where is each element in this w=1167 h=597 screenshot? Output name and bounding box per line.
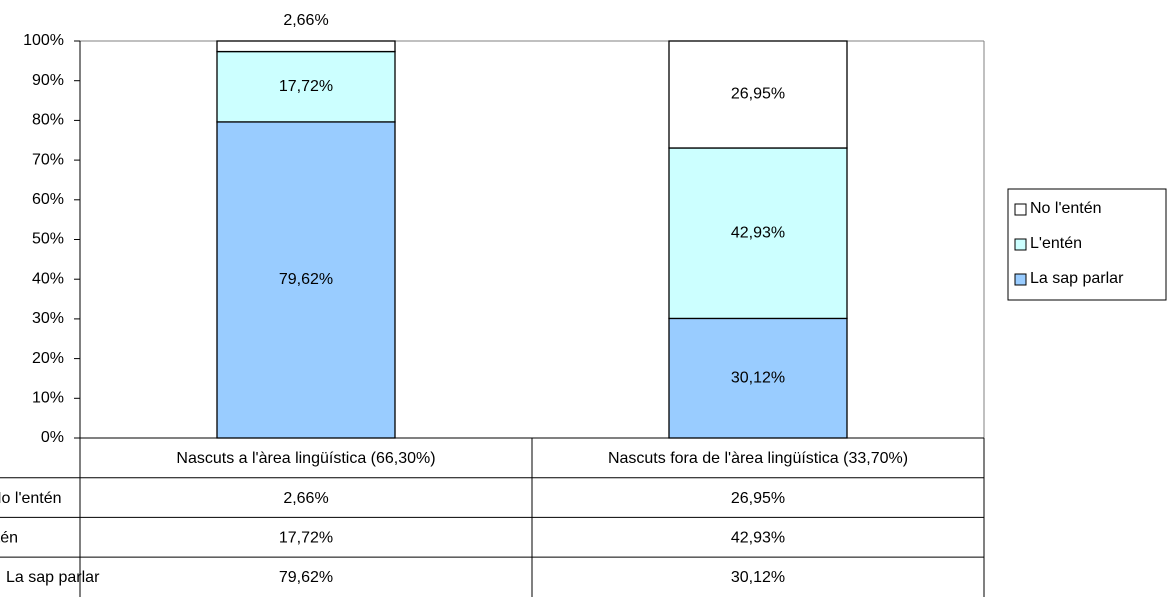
table-cell: 26,95%	[731, 490, 785, 507]
legend-key	[1014, 273, 1027, 286]
table-row-label: L'entén	[0, 529, 18, 546]
table-cell: 79,62%	[279, 569, 333, 586]
y-tick-label: 100%	[23, 32, 64, 49]
bar-segment	[216, 40, 396, 53]
x-tick-label: Nascuts a l'àrea lingüística (66,30%)	[176, 450, 435, 467]
y-tick-label: 50%	[32, 231, 64, 248]
legend-label: No l'entén	[1030, 200, 1102, 217]
bar-segment	[668, 40, 848, 149]
data-label: 26,95%	[731, 86, 785, 103]
bar-segment	[216, 50, 396, 123]
data-label: 42,93%	[731, 224, 785, 241]
legend-key	[1014, 203, 1027, 216]
legend-key	[1014, 238, 1027, 251]
x-tick-label: Nascuts fora de l'àrea lingüística (33,7…	[608, 450, 908, 467]
y-tick-label: 60%	[32, 191, 64, 208]
table-row-label: No l'entén	[0, 490, 62, 507]
y-tick-label: 80%	[32, 112, 64, 129]
y-tick-label: 40%	[32, 270, 64, 287]
table-cell: 30,12%	[731, 569, 785, 586]
table-row-label: La sap parlar	[6, 569, 100, 586]
y-tick-label: 70%	[32, 151, 64, 168]
y-tick-label: 30%	[32, 310, 64, 327]
y-tick-label: 90%	[32, 72, 64, 89]
y-tick-label: 0%	[41, 429, 64, 446]
legend-label: La sap parlar	[1030, 270, 1124, 287]
data-label: 17,72%	[279, 78, 333, 95]
y-tick-label: 20%	[32, 350, 64, 367]
table-cell: 42,93%	[731, 529, 785, 546]
y-tick-label: 10%	[32, 390, 64, 407]
data-label: 79,62%	[279, 271, 333, 288]
table-cell: 2,66%	[283, 490, 328, 507]
bar-segment	[216, 121, 396, 439]
legend-label: L'entén	[1030, 235, 1082, 252]
bar-segment	[668, 317, 848, 439]
table-cell: 17,72%	[279, 529, 333, 546]
bar-segment	[668, 147, 848, 320]
data-label: 2,66%	[283, 12, 328, 29]
legend-box	[1007, 188, 1167, 301]
data-label: 30,12%	[731, 369, 785, 386]
